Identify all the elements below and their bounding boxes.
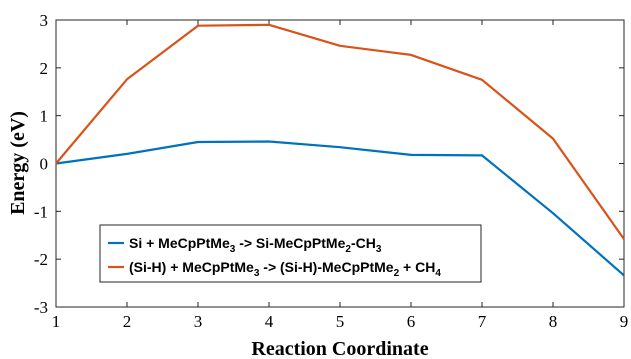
- x-tick-label: 7: [478, 312, 487, 331]
- y-tick-label: 2: [40, 59, 49, 78]
- x-tick-label: 8: [549, 312, 558, 331]
- legend-label-2: (Si-H) + MeCpPtMe3 -> (Si-H)-MeCpPtMe2 +…: [129, 259, 441, 279]
- y-tick-label: 1: [40, 107, 49, 126]
- x-tick-label: 9: [620, 312, 629, 331]
- y-axis-title: Energy (eV): [7, 111, 29, 215]
- series-layer: [55, 23, 625, 277]
- axis-ticks: 1 2 3 4 5 6 7 8 9 -3 -2 -1 0 1 2 3: [34, 11, 628, 331]
- legend-box: [99, 224, 482, 283]
- x-tick-label: 5: [336, 312, 345, 331]
- x-axis-title: Reaction Coordinate: [251, 338, 428, 359]
- legend: Si + MeCpPtMe3 -> Si-MeCpPtMe2-CH3 (Si-H)…: [99, 224, 482, 283]
- x-tick-label: 4: [265, 312, 274, 331]
- y-tick-label: 3: [40, 11, 49, 30]
- y-tick-label: -3: [34, 298, 48, 317]
- x-tick-label: 2: [123, 312, 132, 331]
- x-tick-label: 6: [407, 312, 416, 331]
- y-tick-label: -1: [34, 202, 48, 221]
- y-tick-label: 0: [40, 155, 49, 174]
- y-tick-label: -2: [34, 250, 48, 269]
- series-line-2: [55, 23, 625, 240]
- legend-label-1: Si + MeCpPtMe3 -> Si-MeCpPtMe2-CH3: [129, 235, 382, 255]
- x-tick-label: 1: [52, 312, 61, 331]
- x-tick-label: 3: [194, 312, 203, 331]
- series-line-1: [55, 140, 625, 277]
